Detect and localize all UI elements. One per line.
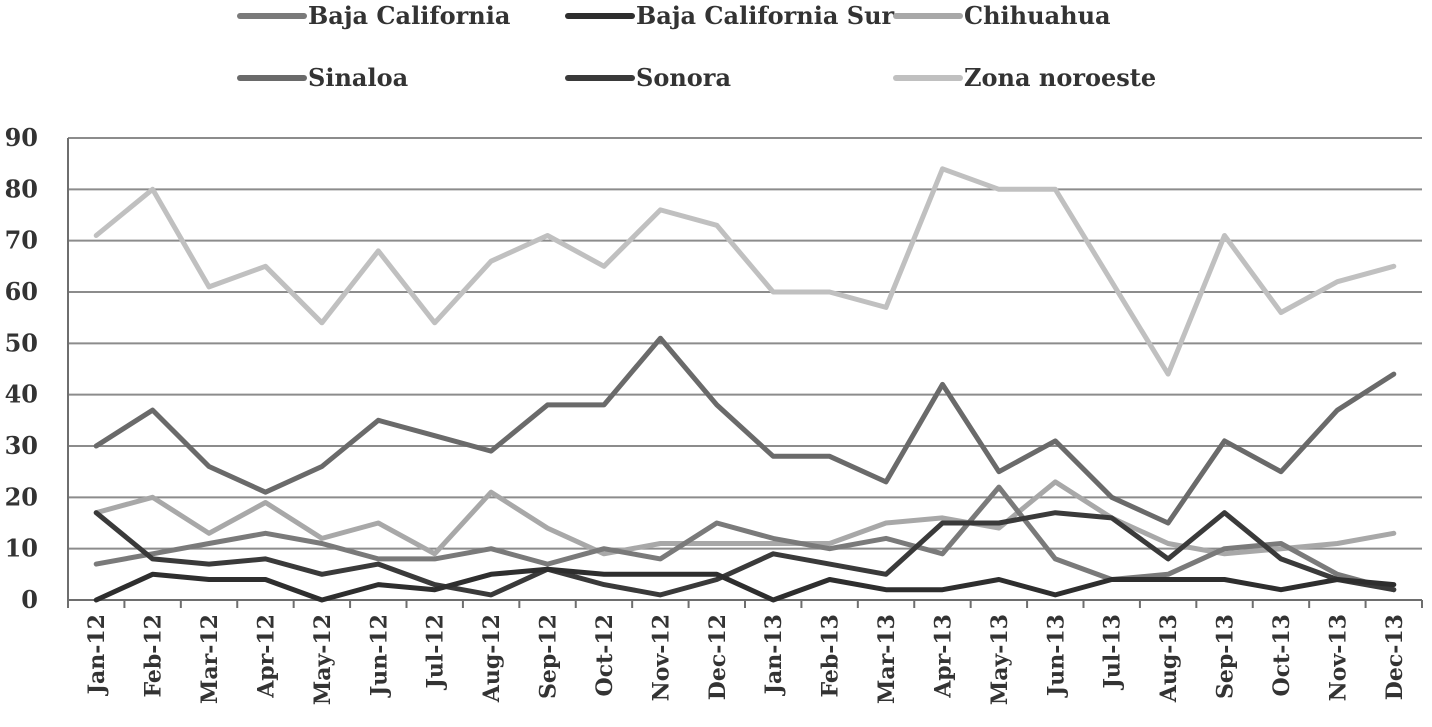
x-tick-label: Mar-12: [197, 614, 223, 704]
series-line-baja-california-sur: [93, 566, 1397, 603]
x-tick-label: Jan-12: [84, 614, 110, 696]
series-line-sonora: [93, 510, 1397, 598]
y-axis: 0 10 20 30 40 50 60 70 80 90: [5, 123, 69, 614]
legend-label-zona-noroeste: Zona noroeste: [964, 63, 1156, 92]
x-tick-label: Nov-13: [1325, 614, 1351, 701]
x-tick-label: Nov-12: [648, 614, 674, 701]
series-line-zona-noroeste: [93, 166, 1397, 377]
x-tick-label: Feb-12: [141, 614, 167, 698]
x-tick-label: Jun-12: [366, 614, 392, 698]
legend-label-baja-california-sur: Baja California Sur: [636, 1, 895, 30]
x-tick-label: Oct-13: [1269, 614, 1295, 696]
x-tick-label: Mar-13: [874, 614, 900, 704]
x-tick-label: Aug-13: [1156, 614, 1182, 703]
y-tick-label: 60: [5, 277, 38, 306]
y-tick-label: 0: [21, 585, 38, 614]
legend-label-sonora: Sonora: [636, 63, 731, 92]
gridlines: [68, 137, 1422, 601]
x-tick-label: Dec-13: [1382, 614, 1408, 700]
legend: Baja California Baja California Sur Chihua…: [237, 1, 1156, 92]
series-lines: [93, 166, 1397, 603]
x-tick-label: May-13: [987, 614, 1013, 705]
series-line-chihuahua: [93, 479, 1397, 557]
x-tick-label: Jan-13: [761, 614, 787, 696]
legend-label-baja-california: Baja California: [308, 1, 510, 30]
y-tick-label: 20: [5, 482, 38, 511]
x-axis: Jan-12 Feb-12 Mar-12 Apr-12 May-12 Jun-12 Jul-…: [67, 599, 1423, 705]
y-tick-label: 10: [5, 534, 38, 563]
x-tick-label: Jul-13: [1100, 614, 1126, 691]
x-tick-label: Sep-12: [536, 614, 562, 699]
series-line-baja-california: [93, 484, 1397, 593]
series-line-sinaloa: [93, 335, 1397, 526]
y-tick-label: 90: [5, 123, 38, 152]
y-tick-label: 30: [5, 431, 38, 460]
x-tick-label: Feb-13: [818, 614, 844, 698]
x-tick-label: Aug-12: [479, 614, 505, 703]
legend-label-sinaloa: Sinaloa: [308, 63, 408, 92]
y-tick-label: 50: [5, 328, 38, 357]
x-tick-label: Dec-12: [705, 614, 731, 700]
y-tick-label: 40: [5, 380, 38, 409]
y-tick-label: 80: [5, 174, 38, 203]
x-tick-label: Jul-12: [423, 614, 449, 691]
y-tick-label: 70: [5, 226, 38, 255]
legend-label-chihuahua: Chihuahua: [964, 1, 1111, 30]
x-tick-label: Sep-13: [1213, 614, 1239, 699]
x-tick-label: Apr-12: [253, 614, 279, 699]
x-tick-label: Jun-13: [1043, 614, 1069, 698]
x-tick-label: Apr-13: [930, 614, 956, 699]
x-tick-label: Oct-12: [592, 614, 618, 696]
x-tick-label: May-12: [310, 614, 336, 705]
